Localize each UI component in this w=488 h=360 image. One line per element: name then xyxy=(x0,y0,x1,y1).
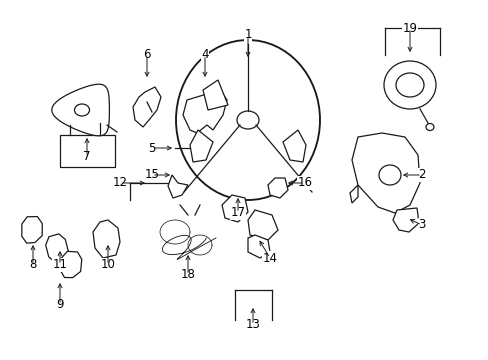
Polygon shape xyxy=(60,251,81,278)
Text: 19: 19 xyxy=(402,22,417,35)
Text: 12: 12 xyxy=(112,176,127,189)
Polygon shape xyxy=(93,220,120,258)
Polygon shape xyxy=(222,195,247,222)
Text: 6: 6 xyxy=(143,49,150,62)
Text: 18: 18 xyxy=(180,269,195,282)
Text: 11: 11 xyxy=(52,258,67,271)
Text: 4: 4 xyxy=(201,49,208,62)
Polygon shape xyxy=(52,84,109,136)
Polygon shape xyxy=(267,178,287,198)
Polygon shape xyxy=(22,217,42,243)
Polygon shape xyxy=(247,235,269,258)
Polygon shape xyxy=(183,90,226,133)
Text: 17: 17 xyxy=(230,207,245,220)
Polygon shape xyxy=(349,185,357,203)
Text: 8: 8 xyxy=(29,258,37,271)
Polygon shape xyxy=(392,208,418,232)
Polygon shape xyxy=(283,130,305,162)
Polygon shape xyxy=(45,234,68,262)
Text: 15: 15 xyxy=(144,168,159,181)
Text: 9: 9 xyxy=(56,298,63,311)
Polygon shape xyxy=(168,175,187,198)
Text: 10: 10 xyxy=(101,258,115,271)
Polygon shape xyxy=(351,133,419,213)
Polygon shape xyxy=(133,87,161,127)
Polygon shape xyxy=(190,130,213,162)
Polygon shape xyxy=(247,210,278,240)
Text: 3: 3 xyxy=(417,219,425,231)
Text: 7: 7 xyxy=(83,150,91,163)
Polygon shape xyxy=(203,80,227,110)
Text: 1: 1 xyxy=(244,28,251,41)
Text: 16: 16 xyxy=(297,176,312,189)
Bar xyxy=(60,135,115,167)
Text: 2: 2 xyxy=(417,168,425,181)
Text: 5: 5 xyxy=(148,141,155,154)
Text: 13: 13 xyxy=(245,319,260,332)
Text: 14: 14 xyxy=(262,252,277,265)
